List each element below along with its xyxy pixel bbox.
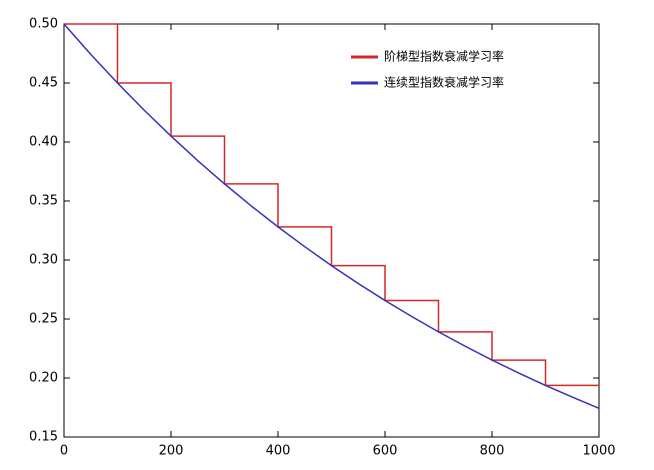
- legend-label: 连续型指数衰减学习率: [384, 75, 504, 90]
- y-tick-label: 0.20: [29, 371, 58, 386]
- y-tick-label: 0.35: [29, 194, 58, 209]
- y-tick-label: 0.40: [29, 135, 58, 150]
- y-tick-label: 0.45: [29, 76, 58, 91]
- y-tick-label: 0.30: [29, 253, 58, 268]
- y-tick-label: 0.25: [29, 312, 58, 327]
- x-tick-label: 0: [60, 444, 68, 459]
- series-line: [63, 23, 600, 410]
- x-tick-label: 600: [373, 444, 398, 459]
- legend-label: 阶梯型指数衰减学习率: [384, 49, 504, 64]
- x-tick-label: 1000: [582, 444, 615, 459]
- x-tick-label: 200: [159, 444, 184, 459]
- x-tick-label: 400: [266, 444, 291, 459]
- y-tick-label: 0.15: [29, 430, 58, 445]
- series-line: [64, 23, 599, 387]
- y-tick-label: 0.50: [29, 17, 58, 32]
- x-tick-label: 800: [480, 444, 505, 459]
